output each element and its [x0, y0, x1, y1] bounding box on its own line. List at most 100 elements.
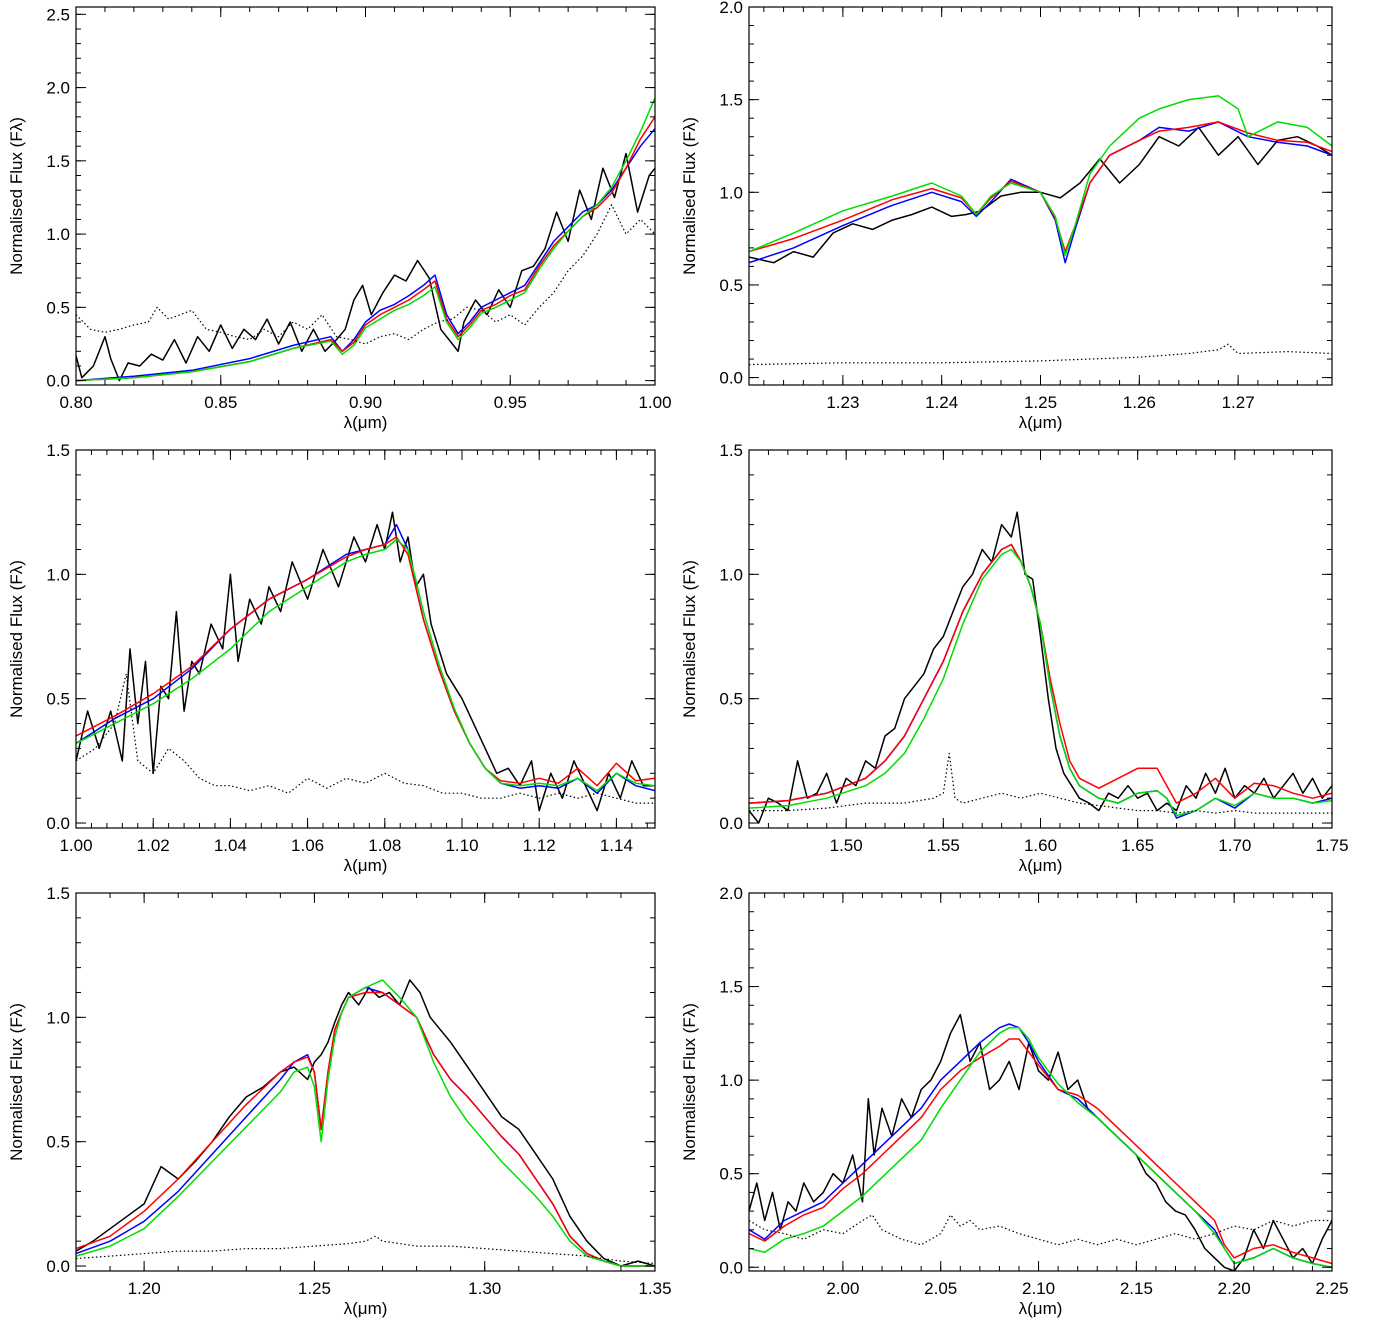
plot-area: [749, 511, 1332, 824]
y-tick-label: 0.5: [719, 690, 743, 709]
y-tick-label: 1.5: [719, 91, 743, 110]
x-tick-label: 2.20: [1218, 1279, 1251, 1298]
axes-frame: [75, 892, 656, 1272]
x-tick-label: 1.35: [638, 1279, 671, 1298]
y-tick-label: 1.5: [719, 441, 743, 460]
x-axis-title: λ(μm): [344, 1299, 388, 1318]
y-axis-title: Normalised Flux (Fλ): [7, 1003, 26, 1161]
series-line-3: [76, 991, 655, 1267]
axes-frame: [748, 6, 1333, 386]
series-line-4: [749, 95, 1332, 257]
dotted-series-line: [76, 1235, 655, 1265]
x-tick-label: 1.65: [1121, 836, 1154, 855]
x-tick-label: 1.24: [925, 393, 958, 412]
series-line-1: [76, 511, 655, 812]
x-tick-label: 1.10: [445, 836, 478, 855]
plot-area: [76, 97, 655, 382]
y-tick-label: 1.0: [719, 183, 743, 202]
y-tick-label: 0.0: [46, 372, 70, 391]
axes-frame: [75, 449, 656, 829]
x-tick-label: 0.95: [494, 393, 527, 412]
x-tick-label: 1.00: [59, 836, 92, 855]
series-line-2: [76, 523, 655, 794]
series-line-4: [749, 548, 1332, 817]
x-tick-label: 1.25: [298, 1279, 331, 1298]
panel-1: 0.80 0.85 0.90 0.95 1.00 0.0 0.5 1.0 1.5 2.0 2.5 λ(…: [7, 5, 672, 432]
x-tick-label: 1.20: [128, 1279, 161, 1298]
series-line-1: [749, 126, 1332, 264]
y-tick-label: 1.5: [46, 884, 70, 903]
y-tick-label: 1.0: [719, 1071, 743, 1090]
x-tick-label: 1.30: [468, 1279, 501, 1298]
x-tick-label: 1.26: [1123, 393, 1156, 412]
y-axis-title: Normalised Flux (Fλ): [680, 1003, 699, 1161]
series-line-1: [76, 979, 655, 1267]
y-tick-label: 2.0: [719, 884, 743, 903]
series-line-1: [749, 1013, 1332, 1271]
dotted-series-line: [749, 1214, 1332, 1246]
series-line-3: [749, 1038, 1332, 1265]
x-tick-label: 1.00: [638, 393, 671, 412]
x-axis-title: λ(μm): [344, 413, 388, 432]
y-tick-label: 1.0: [719, 565, 743, 584]
panel-4: 1.50 1.55 1.60 1.65 1.70 1.75 0.0 0.5 1.0 1.5 λ(μm…: [680, 441, 1349, 875]
x-tick-label: 1.50: [830, 836, 863, 855]
series-line-4: [76, 979, 655, 1267]
y-tick-label: 0.0: [719, 1258, 743, 1277]
x-tick-label: 1.75: [1315, 836, 1348, 855]
x-tick-label: 1.60: [1024, 836, 1057, 855]
x-tick-label: 1.27: [1222, 393, 1255, 412]
panel-6: 2.00 2.05 2.10 2.15 2.20 2.25 0.0 0.5 1.0 1.5 2.0 λ…: [680, 884, 1349, 1318]
x-tick-label: 2.25: [1315, 1279, 1348, 1298]
y-tick-label: 1.5: [719, 978, 743, 997]
y-tick-label: 0.0: [46, 814, 70, 833]
series-line-2: [76, 986, 655, 1267]
panel-2: 1.23 1.24 1.25 1.26 1.27 0.0 0.5 1.0 1.5 2.0 λ(μm)…: [680, 0, 1333, 432]
dotted-series-line: [749, 752, 1332, 814]
x-tick-label: 2.05: [924, 1279, 957, 1298]
y-axis-title: Normalised Flux (Fλ): [7, 117, 26, 275]
series-line-4: [76, 97, 655, 382]
plot-area: [749, 95, 1332, 366]
series-line-4: [749, 1026, 1332, 1269]
y-tick-label: 1.0: [46, 565, 70, 584]
x-tick-label: 1.06: [291, 836, 324, 855]
y-tick-label: 0.0: [719, 369, 743, 388]
x-axis-title: λ(μm): [344, 856, 388, 875]
dotted-series-line: [749, 343, 1332, 366]
y-tick-label: 1.5: [46, 441, 70, 460]
x-axis-title: λ(μm): [1019, 856, 1063, 875]
y-tick-label: 1.5: [46, 152, 70, 171]
y-axis-title: Normalised Flux (Fλ): [680, 117, 699, 275]
y-tick-label: 0.5: [46, 298, 70, 317]
x-tick-label: 0.80: [59, 393, 92, 412]
x-tick-label: 2.10: [1022, 1279, 1055, 1298]
x-tick-label: 1.04: [214, 836, 247, 855]
y-tick-label: 1.0: [46, 1008, 70, 1027]
series-line-3: [76, 536, 655, 787]
x-tick-label: 1.23: [826, 393, 859, 412]
x-axis-title: λ(μm): [1019, 413, 1063, 432]
y-tick-label: 0.5: [46, 690, 70, 709]
plot-area: [76, 511, 655, 812]
series-line-3: [749, 121, 1332, 253]
x-tick-label: 1.70: [1218, 836, 1251, 855]
plot-area: [749, 1013, 1332, 1271]
axes-frame: [748, 892, 1333, 1272]
plot-area: [76, 979, 655, 1267]
series-line-1: [76, 152, 655, 382]
x-tick-label: 1.55: [927, 836, 960, 855]
y-tick-label: 2.5: [46, 5, 70, 24]
y-tick-label: 0.5: [46, 1133, 70, 1152]
y-axis-title: Normalised Flux (Fλ): [7, 560, 26, 718]
x-tick-label: 1.14: [600, 836, 633, 855]
y-tick-label: 0.0: [719, 814, 743, 833]
x-tick-label: 1.02: [137, 836, 170, 855]
y-tick-label: 2.0: [46, 79, 70, 98]
panel-3: 1.00 1.02 1.04 1.06 1.08 1.10 1.12 1.14 0.0 0.5 1.…: [7, 441, 656, 875]
series-line-2: [749, 543, 1332, 819]
x-tick-label: 2.15: [1120, 1279, 1153, 1298]
series-line-3: [749, 543, 1332, 804]
x-axis-title: λ(μm): [1019, 1299, 1063, 1318]
